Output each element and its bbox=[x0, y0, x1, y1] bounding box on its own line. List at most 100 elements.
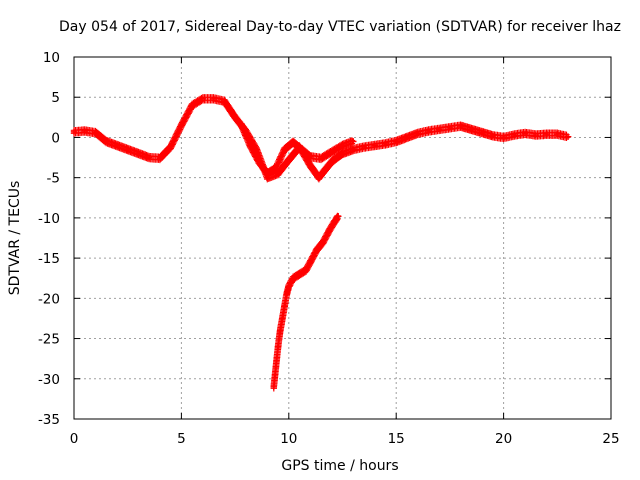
data-point bbox=[489, 132, 497, 140]
data-point bbox=[414, 130, 421, 137]
data-point bbox=[178, 122, 185, 129]
data-point bbox=[317, 155, 325, 162]
x-tick-label: 15 bbox=[388, 431, 405, 447]
x-tick-label: 10 bbox=[280, 431, 297, 447]
data-point bbox=[264, 170, 271, 177]
data-point bbox=[500, 134, 507, 141]
data-point bbox=[393, 138, 400, 145]
series-main-track bbox=[70, 94, 572, 183]
data-point bbox=[468, 126, 475, 133]
data-point bbox=[283, 291, 290, 298]
data-point bbox=[360, 143, 368, 151]
y-tick-label: -10 bbox=[38, 211, 60, 227]
y-tick-label: -35 bbox=[38, 412, 60, 428]
data-point bbox=[403, 134, 411, 141]
data-point bbox=[307, 153, 314, 160]
data-point bbox=[457, 122, 464, 130]
data-point bbox=[328, 158, 335, 165]
data-point bbox=[478, 129, 486, 136]
data-point bbox=[255, 158, 262, 165]
data-point bbox=[70, 128, 78, 136]
data-point bbox=[274, 343, 282, 350]
data-point bbox=[135, 150, 142, 157]
data-point bbox=[81, 127, 88, 135]
plot-frame bbox=[73, 56, 612, 420]
data-point bbox=[289, 139, 297, 146]
data-point bbox=[113, 142, 121, 149]
data-point bbox=[289, 275, 297, 282]
data-point bbox=[554, 131, 561, 138]
data-point bbox=[167, 143, 174, 151]
axis-ticks: 0 5 10 15 20 25 10 5 0 -5 -10 -15 -20 -25 -30 -35 bbox=[38, 50, 620, 447]
data-point bbox=[272, 164, 280, 172]
y-tick-label: 10 bbox=[43, 50, 60, 66]
data-point bbox=[285, 156, 292, 164]
y-tick-label: -5 bbox=[47, 171, 60, 187]
data-point bbox=[371, 142, 378, 149]
data-point bbox=[307, 258, 314, 266]
data-point bbox=[313, 246, 320, 254]
data-point bbox=[302, 266, 310, 274]
data-point bbox=[274, 170, 282, 177]
y-tick-label: -15 bbox=[38, 251, 60, 267]
data-point bbox=[564, 133, 572, 140]
data-point bbox=[298, 146, 305, 153]
data-point bbox=[281, 146, 288, 153]
data-point bbox=[199, 95, 207, 103]
data-point bbox=[277, 327, 284, 334]
grid-lines bbox=[74, 57, 611, 419]
data-point bbox=[521, 130, 529, 137]
data-point bbox=[270, 383, 277, 391]
data-point bbox=[238, 122, 245, 129]
data-point bbox=[145, 154, 153, 161]
y-tick-label: -30 bbox=[38, 372, 60, 388]
x-tick-label: 5 bbox=[177, 431, 186, 447]
data-point bbox=[221, 98, 228, 105]
series-markers bbox=[270, 212, 342, 392]
y-tick-label: 5 bbox=[51, 90, 60, 106]
data-point bbox=[103, 138, 110, 145]
data-point bbox=[339, 150, 346, 157]
data-point bbox=[296, 271, 303, 278]
series-markers bbox=[70, 94, 572, 183]
x-tick-label: 25 bbox=[602, 431, 619, 447]
data-point bbox=[281, 303, 288, 310]
data-point bbox=[543, 131, 550, 138]
data-point bbox=[231, 114, 239, 121]
data-point bbox=[156, 155, 164, 162]
data-point bbox=[339, 142, 346, 149]
data-point bbox=[188, 102, 196, 109]
data-point bbox=[279, 315, 286, 322]
data-point bbox=[272, 363, 280, 370]
data-point bbox=[435, 126, 443, 133]
x-axis-label: GPS time / hours bbox=[281, 458, 398, 474]
x-tick-label: 20 bbox=[495, 431, 512, 447]
data-point bbox=[319, 238, 327, 246]
data-markers bbox=[70, 94, 572, 392]
data-point bbox=[326, 226, 333, 234]
y-tick-label: 0 bbox=[51, 130, 60, 146]
series-markers bbox=[238, 120, 357, 179]
y-tick-label: -20 bbox=[38, 291, 60, 307]
y-tick-label: -25 bbox=[38, 332, 60, 348]
series-descending-track bbox=[270, 212, 342, 392]
x-tick-label: 0 bbox=[70, 431, 79, 447]
data-point bbox=[332, 216, 340, 223]
data-point bbox=[246, 142, 254, 149]
chart-title: Day 054 of 2017, Sidereal Day-to-day VTE… bbox=[59, 19, 621, 35]
data-point bbox=[210, 95, 217, 103]
data-point bbox=[92, 129, 99, 136]
data-point bbox=[307, 162, 314, 169]
series-branch-track bbox=[238, 120, 357, 179]
data-point bbox=[350, 146, 357, 153]
data-point bbox=[124, 146, 131, 153]
data-point bbox=[446, 124, 454, 131]
data-point bbox=[511, 131, 518, 139]
data-point bbox=[315, 174, 323, 181]
data-point bbox=[350, 138, 357, 145]
data-point bbox=[285, 283, 292, 290]
data-point bbox=[532, 131, 540, 139]
data-point bbox=[425, 127, 432, 135]
data-point bbox=[335, 213, 342, 220]
